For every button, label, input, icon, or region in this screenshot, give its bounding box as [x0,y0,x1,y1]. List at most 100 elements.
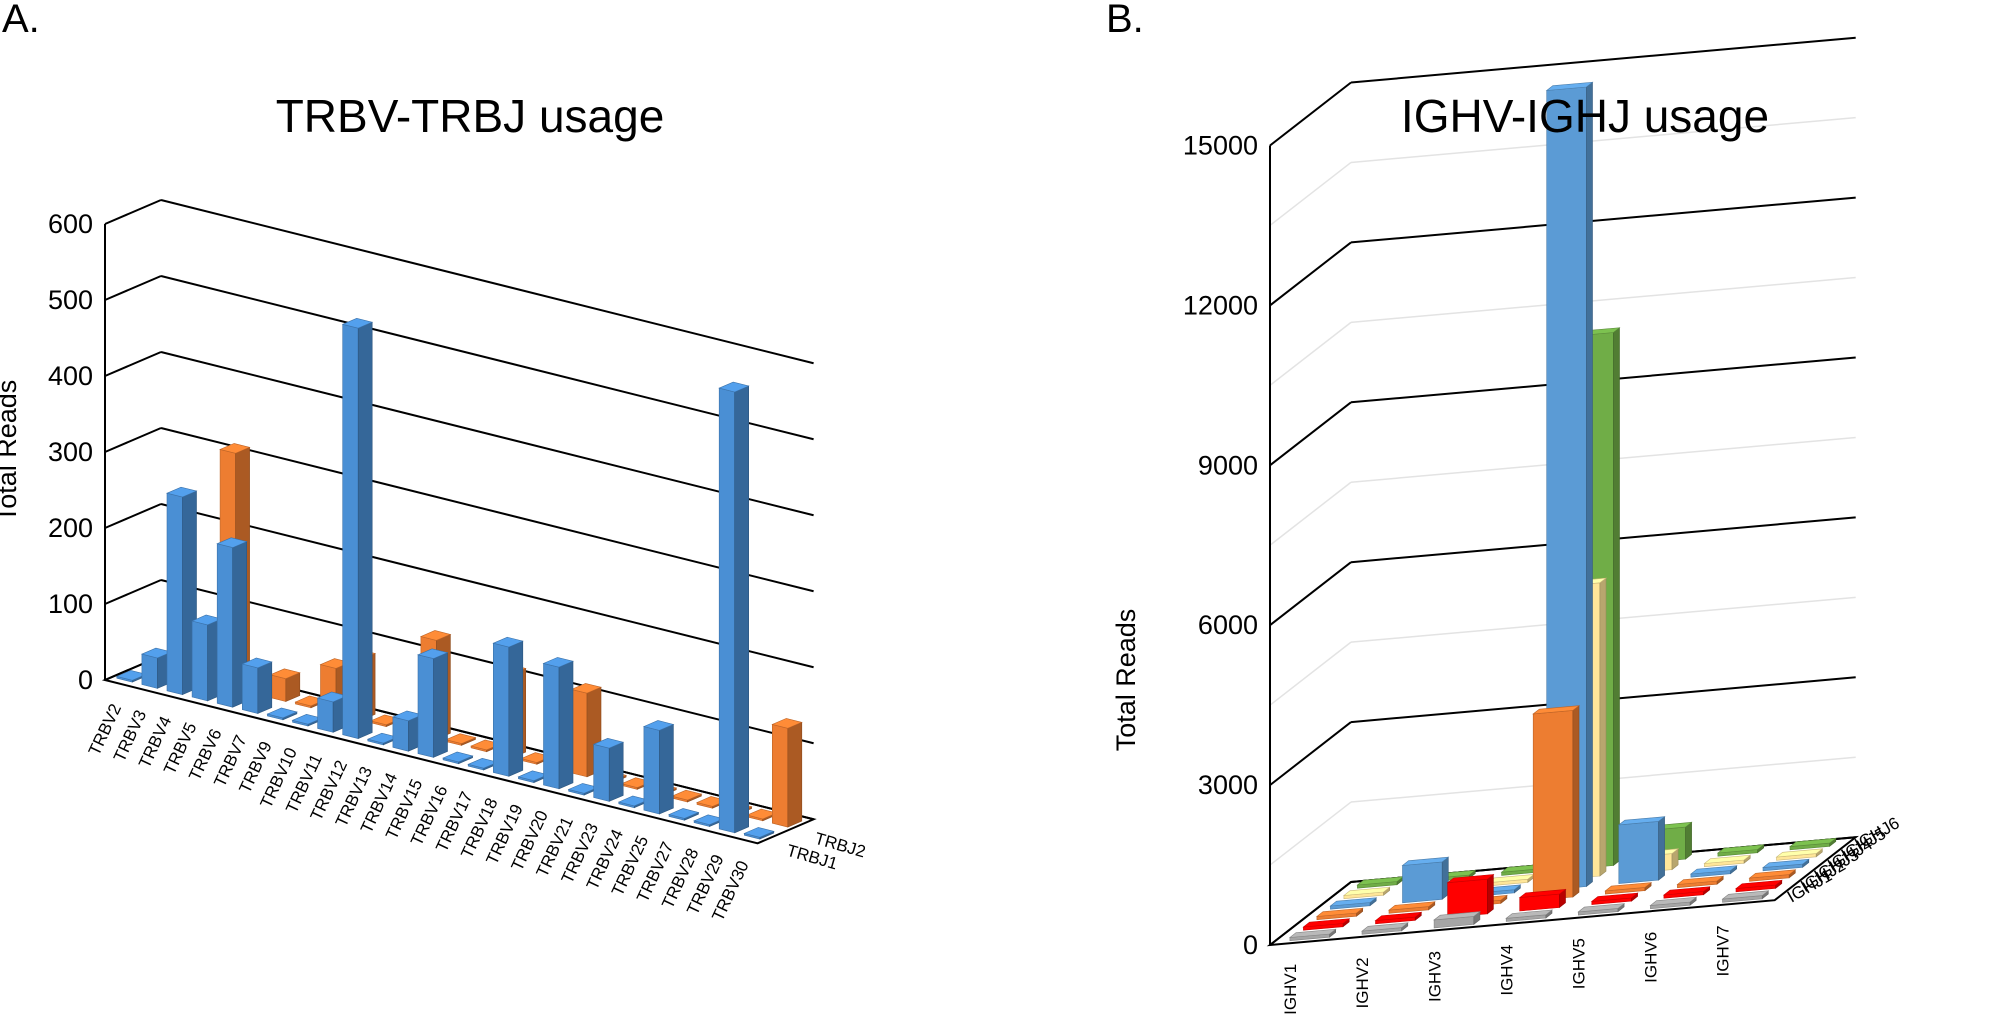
bar-top-face [1577,903,1626,913]
bar-top-face [1545,81,1594,91]
minor-side-gridline-4 [1269,161,1352,227]
minor-side-gridline-1 [1269,641,1352,706]
x-tick-label-ighv2: IGHV2 [1353,957,1372,1008]
bar-side-face [608,741,624,802]
bar-front-face [1402,861,1443,904]
bar-side-face [1685,821,1692,860]
side-gridline-4 [1269,241,1352,307]
series-label-ighj6: IGHJ6 [1851,813,1902,854]
side-gridline-1 [1269,721,1352,786]
bar-top-face [219,443,251,454]
y-tick-label: 0 [78,665,93,695]
bar-top-face [1617,816,1666,826]
bar-ighv7-ighj4 [1762,858,1810,872]
gridline-4 [1350,196,1856,244]
bar-trbv20-trbj1 [542,657,574,790]
y-axis-title: Total Reads [0,380,22,523]
bar-top-face [1315,907,1364,917]
bar-front-face [771,724,789,828]
bar-ighv6-ighj5 [1703,854,1752,868]
bar-top-face [1735,879,1783,889]
bar-trbv29-trbj1 [718,381,750,834]
bar-top-face [1590,892,1639,902]
bar-trbv5-trbj1 [191,614,223,702]
bar-top-face [1401,856,1450,866]
bar-ighv6-ighj2 [1662,886,1711,899]
bar-ighv6-ighj6 [1716,844,1765,857]
bar-front-face [392,716,409,752]
y-tick-label: 15000 [1183,131,1258,161]
bar-side-face [433,652,448,758]
minor-side-gridline-2 [1269,481,1352,546]
bar-ighv1-ighj2 [1302,918,1351,931]
bar-top-face [1748,869,1797,879]
side-gridline-5 [104,275,162,301]
bar-trbv12-trbj1 [341,317,374,740]
gridline-5 [160,275,814,441]
x-tick-label-ighv6: IGHV6 [1642,932,1661,983]
bar-trbv15-trbj1 [417,648,449,758]
minor-side-gridline-0 [1269,801,1352,866]
panel-b-label: B. [1106,0,1144,41]
bar-top-face [1775,848,1824,858]
side-gridline-5 [1269,81,1352,147]
bar-ighv7-ighj6 [1789,837,1837,851]
bar-front-face [191,620,208,702]
bar-front-face [269,674,287,702]
bar-top-face [1342,886,1391,896]
bar-ighv6-ighj3 [1676,875,1725,889]
bar-top-face [1288,928,1337,938]
bar-ighv2-ighj2 [1374,911,1423,925]
bar-side-face [734,385,750,834]
bar-side-face [787,721,803,828]
y-tick-label: 500 [48,285,93,315]
bar-front-face [141,653,158,689]
bar-front-face [593,743,610,802]
bar-ighv1-ighj5 [1342,886,1391,900]
bar-top-face [642,720,675,731]
bar-front-face [166,492,183,695]
bar-ighv5-ighj3 [1604,881,1653,895]
y-tick-label: 9000 [1198,450,1258,480]
bar-top-face [743,827,775,838]
side-gridline-3 [1269,401,1352,467]
bar-trbv23-trbj1 [592,737,625,802]
bar-top-face [216,537,248,548]
bar-side-face [558,660,574,790]
bar-front-face [492,642,510,777]
bar-trbv15-trbj2 [445,733,477,746]
bar-side-face [1658,816,1665,881]
bar-top-face [417,648,449,659]
bar-front-face [417,654,434,758]
y-tick-label: 300 [48,437,93,467]
bar-front-face [1618,821,1659,884]
bar-top-face [670,789,703,801]
x-tick-label-ighv1: IGHV1 [1281,964,1300,1015]
bar-ighv4-ighj4 [1545,81,1594,891]
bar-ighv6-ighj1 [1649,896,1698,910]
y-tick-label: 0 [1243,930,1258,960]
bar-top-face [1446,874,1495,884]
bar-ighv2-ighj4 [1401,856,1450,904]
bar-side-face [1572,705,1580,898]
bar-side-face [1599,577,1607,877]
bar-ighv4-ighj3 [1532,705,1580,901]
y-tick-label: 100 [48,589,93,619]
bar-side-face [659,723,674,815]
bar-front-face [216,543,233,708]
floor [1266,835,1859,947]
bar-side-face [1613,327,1620,867]
bar-ighv6-ighj4 [1689,865,1738,878]
x-tick-label-ighv3: IGHV3 [1425,951,1444,1002]
bar-top-face [1374,911,1423,921]
bar-ighv5-ighj4 [1617,816,1666,884]
bar-ighv4-ighj1 [1505,909,1553,922]
side-gridline-2 [1269,561,1352,626]
bar-top-face [1676,875,1725,885]
bar-front-face [718,387,736,834]
bar-top-face [1604,882,1653,892]
x-tick-label-ighv4: IGHV4 [1497,945,1516,996]
bar-top-face [445,733,477,744]
side-gridline-1 [104,579,162,605]
